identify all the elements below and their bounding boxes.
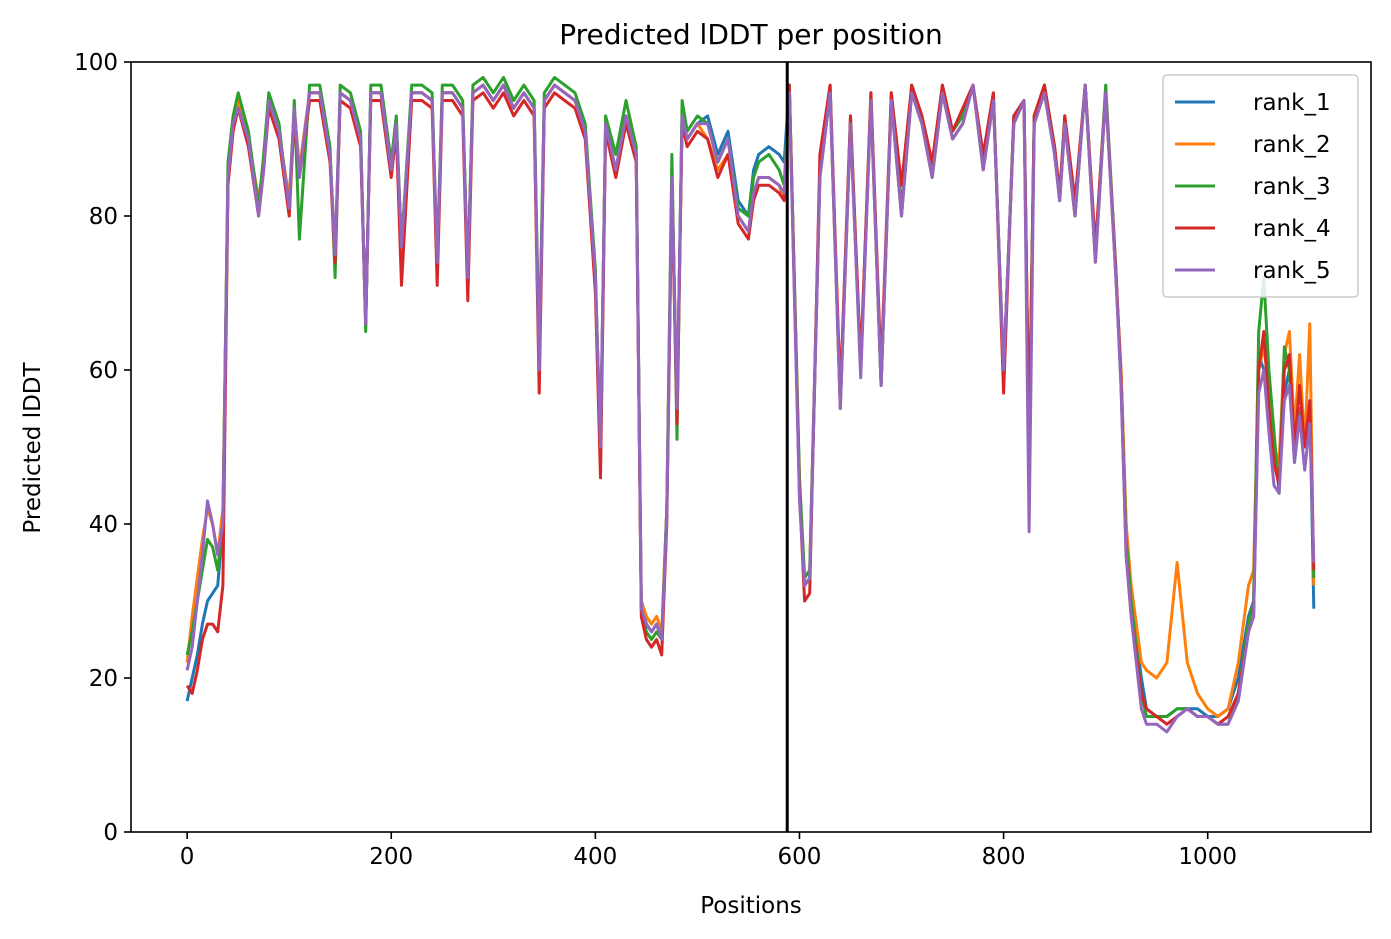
series-line-rank_1 bbox=[185, 83, 1316, 718]
series-line-rank_5 bbox=[185, 83, 1316, 734]
y-tick-label: 40 bbox=[89, 512, 118, 538]
x-tick-label: 200 bbox=[369, 844, 413, 870]
x-axis-label: Positions bbox=[700, 893, 802, 919]
x-tick-label: 0 bbox=[180, 844, 195, 870]
legend-label-rank_3: rank_3 bbox=[1253, 174, 1331, 200]
legend-label-rank_5: rank_5 bbox=[1253, 258, 1331, 284]
y-tick-label: 20 bbox=[89, 666, 118, 692]
y-tick-label: 80 bbox=[89, 204, 118, 230]
y-tick-label: 0 bbox=[103, 820, 118, 846]
plot-frame bbox=[130, 61, 1372, 833]
legend: rank_1 rank_2 rank_3 rank_4 rank_5 bbox=[1162, 74, 1359, 298]
y-tick-label: 100 bbox=[74, 50, 118, 76]
legend-box bbox=[1162, 74, 1359, 298]
series-line-rank_4 bbox=[185, 83, 1316, 726]
y-axis: 0 20 40 60 80 100 bbox=[74, 50, 131, 846]
legend-label-rank_2: rank_2 bbox=[1253, 132, 1331, 158]
series-layer bbox=[185, 75, 1316, 734]
y-axis-label: Predicted lDDT bbox=[20, 361, 46, 533]
x-axis: 0 200 400 600 800 1000 bbox=[180, 832, 1237, 870]
series-line-rank_3 bbox=[185, 75, 1316, 726]
series-line-rank_2 bbox=[185, 83, 1316, 718]
x-tick-label: 600 bbox=[778, 844, 822, 870]
chart-title: Predicted lDDT per position bbox=[559, 18, 943, 51]
x-tick-label: 1000 bbox=[1178, 844, 1237, 870]
x-tick-label: 800 bbox=[982, 844, 1026, 870]
legend-label-rank_4: rank_4 bbox=[1253, 216, 1331, 242]
legend-label-rank_1: rank_1 bbox=[1253, 90, 1331, 116]
y-tick-label: 60 bbox=[89, 358, 118, 384]
x-tick-label: 400 bbox=[573, 844, 617, 870]
